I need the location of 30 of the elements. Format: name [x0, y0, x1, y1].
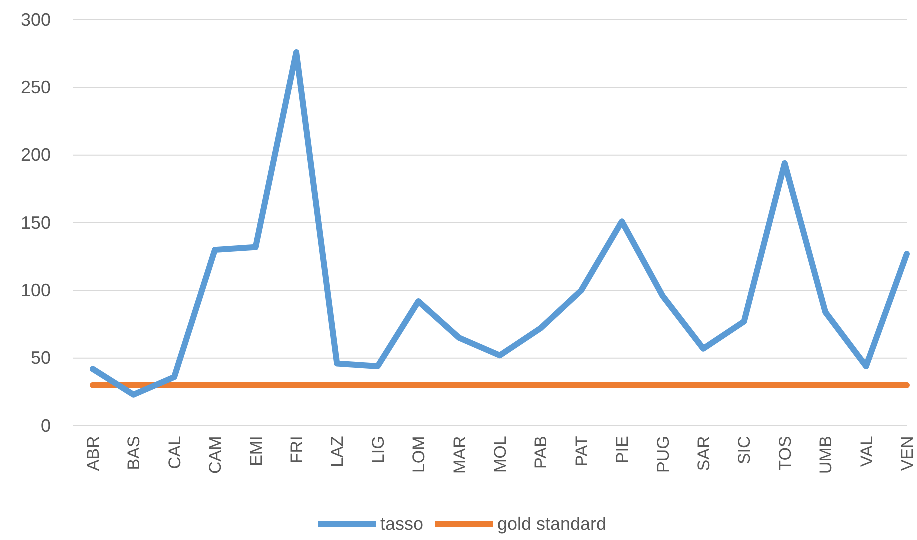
x-tick-label: LOM	[410, 436, 429, 474]
x-tick-label: PIE	[613, 436, 632, 464]
x-tick-label: VAL	[857, 436, 876, 468]
x-tick-label: SAR	[694, 436, 714, 472]
x-tick-label: PUG	[654, 436, 673, 474]
legend-label: tasso	[380, 514, 424, 534]
x-tick-label: UMB	[816, 436, 836, 474]
x-tick-label: LIG	[368, 436, 388, 464]
x-tick-label: MAR	[450, 436, 470, 474]
x-tick-label: ABR	[84, 436, 103, 472]
x-tick-label: BAS	[124, 436, 144, 470]
x-tick-label: PAT	[572, 436, 592, 467]
x-tick-label: MOL	[490, 436, 510, 474]
y-tick-label: 250	[20, 77, 51, 98]
x-tick-label: LAZ	[328, 436, 348, 468]
y-tick-label: 50	[30, 348, 51, 368]
y-tick-label: 200	[20, 145, 51, 166]
x-tick-label: FRI	[287, 436, 306, 464]
legend-label: gold standard	[497, 514, 607, 534]
x-tick-label: TOS	[776, 436, 795, 471]
x-tick-label: CAM	[206, 436, 226, 474]
x-tick-label: EMI	[246, 436, 266, 466]
y-tick-label: 150	[20, 212, 51, 233]
x-tick-label: CAL	[165, 436, 184, 470]
x-tick-label: VEN	[898, 436, 917, 472]
x-tick-label: SIC	[735, 436, 754, 465]
y-tick-label: 100	[20, 280, 51, 300]
y-tick-label: 300	[20, 10, 51, 30]
y-tick-label: 0	[40, 416, 51, 436]
x-tick-label: PAB	[532, 436, 551, 469]
